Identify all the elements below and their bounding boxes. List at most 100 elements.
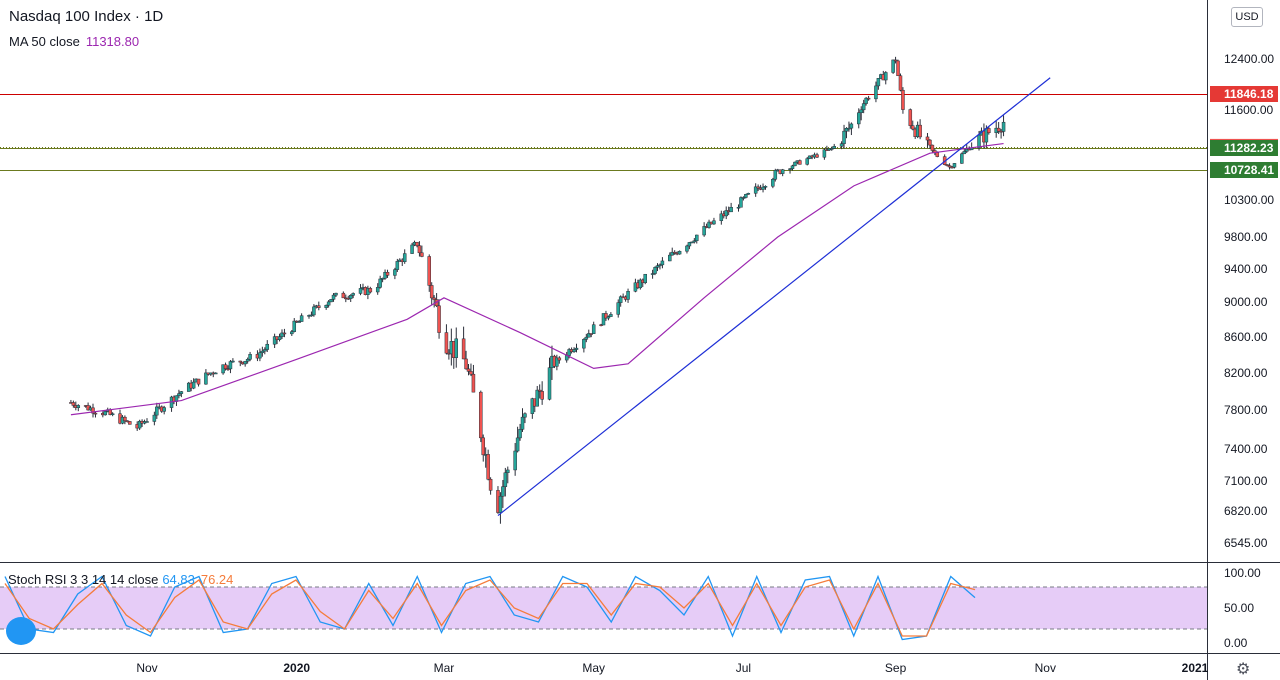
candle (1001, 115, 1006, 137)
candle (297, 320, 301, 323)
candle-body (952, 163, 957, 168)
candle (884, 71, 888, 85)
candle-body (454, 338, 458, 358)
candle-body (265, 343, 270, 350)
candle (341, 291, 346, 299)
candle-body (584, 336, 589, 340)
symbol-title[interactable]: Nasdaq 100 Index · 1D (9, 8, 164, 25)
candle (280, 329, 284, 339)
stoch-k-line (4, 574, 976, 641)
price-tick-label: 7800.00 (1224, 403, 1268, 417)
candle-body (945, 164, 949, 166)
candle-body (655, 265, 660, 268)
candle-body (393, 269, 397, 276)
candle (402, 249, 407, 264)
candle (893, 56, 898, 64)
candle (638, 278, 643, 290)
candle (375, 283, 380, 295)
candle-body (238, 360, 243, 363)
candle (417, 241, 422, 257)
candle (226, 365, 230, 371)
candle (368, 286, 373, 294)
candle-body (859, 109, 863, 113)
candle-body (145, 421, 149, 423)
candle-body (567, 349, 571, 356)
candle-body (469, 371, 473, 375)
candle-body (248, 354, 252, 360)
candle-body (177, 393, 181, 396)
candle-body (297, 321, 301, 323)
candle-body (329, 299, 333, 303)
currency-badge[interactable]: USD (1231, 7, 1263, 27)
candle-body (471, 373, 476, 393)
candle (891, 59, 895, 74)
candle-body (71, 402, 76, 406)
candle-body (417, 245, 422, 254)
candle-body (263, 349, 267, 352)
candle (952, 162, 957, 169)
candle (763, 185, 768, 190)
candle-body (196, 378, 201, 385)
candle-body (103, 411, 108, 416)
candle-body (996, 127, 1001, 132)
candle (771, 177, 775, 189)
candle-body (756, 186, 760, 189)
candle-body (950, 166, 954, 169)
price-marker-box (1210, 162, 1278, 178)
candle (317, 301, 321, 311)
candle (702, 222, 706, 237)
candle-body (226, 368, 230, 370)
candle-body (839, 143, 844, 147)
candle-body (658, 264, 662, 267)
candle (928, 139, 932, 149)
stoch-d-value: 76.24 (200, 572, 234, 587)
candle-body (152, 414, 157, 422)
candle-body (653, 267, 657, 274)
candle-body (574, 347, 579, 350)
tradingview-logo-icon[interactable] (6, 617, 36, 645)
candle-body (847, 127, 851, 130)
candle-body (864, 97, 868, 104)
candle-body (437, 305, 441, 333)
candle-body (358, 288, 363, 294)
candle-body (260, 350, 265, 353)
candle-body (911, 125, 915, 130)
candle-body (464, 358, 468, 370)
candle-body (930, 144, 935, 151)
candle (110, 412, 115, 417)
price-tick-label: 8200.00 (1224, 366, 1268, 380)
candle (761, 183, 765, 193)
candle-body (123, 416, 127, 422)
candle (410, 242, 414, 254)
candle (71, 400, 76, 408)
candle (847, 121, 851, 132)
candle-body (547, 367, 552, 400)
candle-body (498, 495, 503, 513)
candle-body (874, 85, 878, 100)
candle (196, 378, 201, 387)
candle-body (918, 124, 922, 138)
candle-body (761, 186, 765, 190)
candle-body (481, 437, 485, 456)
candle (690, 241, 694, 244)
candle-body (901, 89, 905, 110)
candle (908, 108, 913, 129)
time-axis-label: May (582, 661, 605, 675)
candle (925, 133, 930, 149)
candle-body (977, 134, 981, 149)
candle (609, 312, 613, 317)
settings-gear-icon[interactable]: ⚙ (1236, 661, 1251, 678)
candle (918, 119, 922, 140)
candle (324, 304, 328, 310)
candle-body (258, 352, 262, 359)
candle-body (788, 168, 792, 170)
candle (518, 423, 522, 441)
candle (177, 389, 181, 399)
candle-body (780, 169, 785, 174)
candle (729, 202, 733, 213)
candle-body (616, 302, 620, 315)
candle-body (378, 278, 382, 288)
candle-body (523, 413, 527, 418)
candle (842, 124, 846, 149)
